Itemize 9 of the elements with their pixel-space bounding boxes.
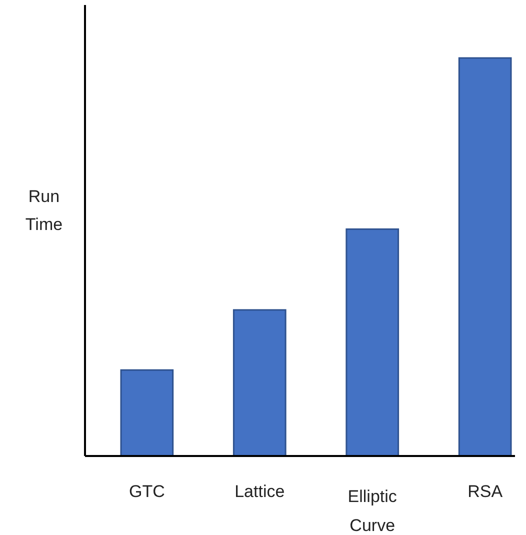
bar [120,369,174,457]
x-tick-label: Elliptic Curve [348,487,398,535]
bar [458,57,512,457]
bar [232,309,286,457]
bar [346,228,400,457]
x-tick-label: RSA [468,482,504,501]
x-tick-label: Lattice [234,482,285,501]
y-axis-title: Run Time [25,187,63,234]
x-tick-label: GTC [128,482,165,501]
